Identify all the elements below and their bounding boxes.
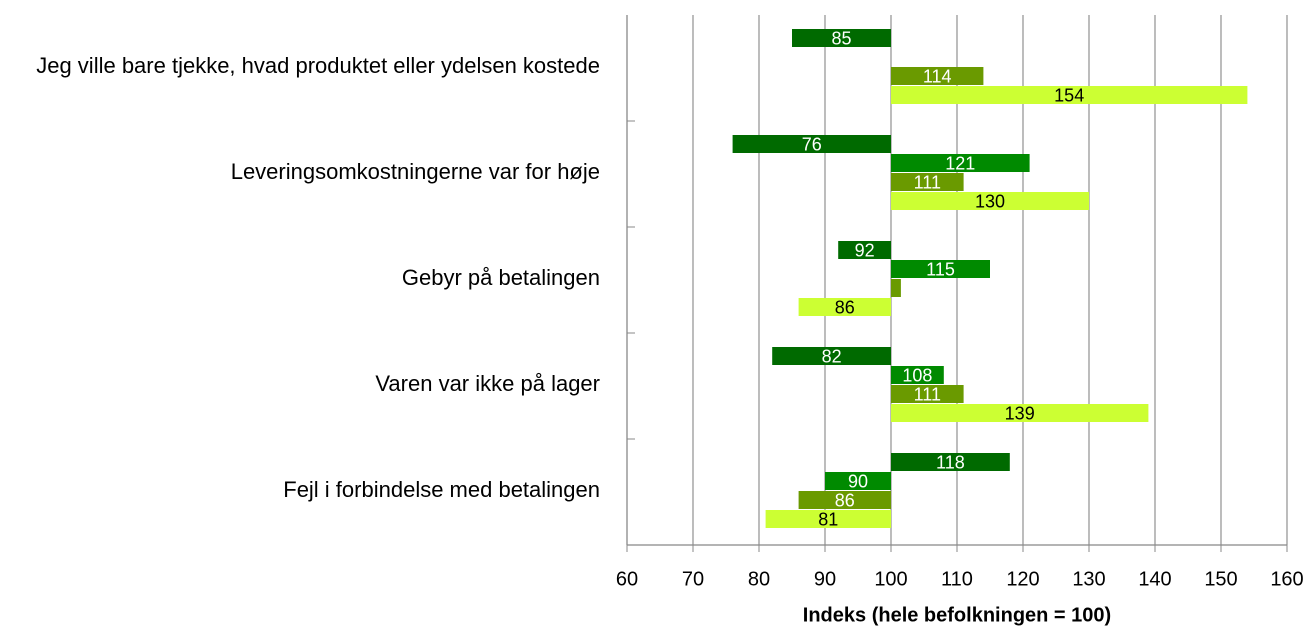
category-text: Leveringsomkostningerne var for høje: [230, 159, 600, 184]
x-tick-label: 80: [748, 568, 770, 590]
data-label: 90: [848, 471, 868, 491]
x-axis-title: Indeks (hele befolkningen = 100): [803, 604, 1111, 626]
bar: [891, 173, 964, 191]
bar: [772, 347, 891, 365]
bar: [891, 67, 984, 85]
category-text: Gebyr på betalingen: [401, 265, 600, 290]
data-label: 121: [945, 153, 975, 173]
data-label: 81: [818, 509, 838, 529]
bar: [765, 510, 891, 528]
bar: [891, 86, 1248, 104]
data-label: 92: [855, 240, 875, 260]
category-text: Varen var ikke på lager: [375, 371, 600, 396]
bar: [825, 472, 891, 490]
category-text: Fejl i forbindelse med betalingen: [283, 477, 600, 502]
bar: [891, 366, 944, 384]
data-label: 115: [926, 259, 955, 279]
bar: [732, 135, 891, 153]
data-label: 114: [923, 66, 952, 86]
x-tick-label: 60: [616, 568, 638, 590]
bar: [891, 154, 1030, 172]
category-label: Jeg ville bare tjekke, hvad produktet el…: [0, 51, 600, 81]
x-tick-label: 110: [941, 568, 973, 590]
data-label: 86: [835, 490, 855, 510]
x-tick-label: 130: [1072, 568, 1105, 590]
data-label: 111: [914, 384, 941, 404]
category-label: Leveringsomkostningerne var for høje: [0, 157, 600, 187]
bar: [798, 491, 891, 509]
x-tick-label: 120: [1006, 568, 1039, 590]
x-tick-label: 90: [814, 568, 836, 590]
data-label: 154: [1054, 85, 1084, 105]
category-label: Fejl i forbindelse med betalingen: [0, 475, 600, 505]
bar: [891, 279, 901, 297]
data-label: 82: [822, 346, 842, 366]
bar: [891, 453, 1010, 471]
data-label: 111: [914, 172, 941, 192]
x-tick-label: 160: [1270, 568, 1303, 590]
x-tick-label: 70: [682, 568, 704, 590]
bar: [798, 298, 891, 316]
bar: [891, 192, 1089, 210]
x-tick-label: 150: [1204, 568, 1237, 590]
data-label: 108: [902, 365, 932, 385]
data-label: 86: [835, 297, 855, 317]
bar: [792, 29, 891, 47]
data-label: 139: [1005, 403, 1035, 423]
category-label: Gebyr på betalingen: [0, 263, 600, 293]
x-tick-label: 100: [874, 568, 907, 590]
category-label: Varen var ikke på lager: [0, 369, 600, 399]
data-label: 85: [831, 28, 851, 48]
category-text: Jeg ville bare tjekke, hvad produktet el…: [36, 53, 600, 78]
data-label: 118: [936, 452, 965, 472]
bar: [891, 404, 1149, 422]
x-tick-label: 140: [1138, 568, 1171, 590]
bar: [891, 385, 964, 403]
bar: [891, 260, 990, 278]
data-label: 130: [975, 191, 1005, 211]
bar: [838, 241, 891, 259]
data-label: 76: [802, 134, 822, 154]
